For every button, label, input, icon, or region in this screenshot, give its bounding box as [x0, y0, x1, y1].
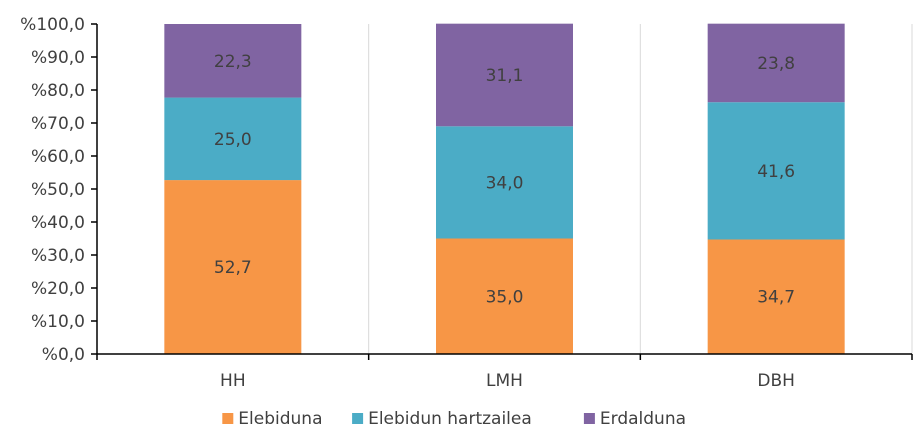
y-tick-label: %90,0: [31, 48, 85, 68]
legend-label: Elebiduna: [238, 409, 322, 429]
x-tick-label: HH: [220, 371, 246, 391]
y-tick-label: %70,0: [31, 114, 85, 134]
x-tick-label: LMH: [486, 371, 523, 391]
data-label: 25,0: [214, 130, 252, 150]
bar-segment-hh-1: [164, 180, 302, 354]
legend-swatch: [352, 413, 364, 424]
data-label: 34,0: [486, 173, 524, 193]
y-tick-label: %40,0: [31, 213, 85, 233]
bar-segment-hh-3: [164, 24, 302, 98]
bar-segment-lmh-1: [436, 238, 573, 354]
legend: Elebiduna Elebidun hartzailea Erdalduna: [222, 409, 686, 429]
data-label: 31,1: [486, 66, 524, 86]
bars: [164, 23, 845, 354]
y-tick-label: %20,0: [31, 279, 85, 299]
legend-swatch: [222, 413, 234, 424]
bar-segment-dbh-1: [707, 239, 845, 354]
legend-label: Elebidun hartzailea: [368, 409, 532, 429]
y-tick-label: %0,0: [42, 345, 85, 365]
y-tick-label: %10,0: [31, 312, 85, 332]
data-label: 35,0: [486, 287, 524, 307]
grid-lines: [368, 24, 913, 354]
bar-segment-hh-2: [164, 97, 302, 181]
bar-segment-dbh-3: [707, 23, 845, 103]
axes: %0,0 %10,0 %20,0 %30,0 %40,0 %50,0 %60,0 %70,0%…: [20, 15, 913, 391]
bar-segment-lmh-3: [436, 23, 573, 127]
data-labels: 52,7 25,0 22,3 35,0 34,0 31,1 34,7 41,6 23,8: [214, 52, 795, 308]
legend-label: Erdalduna: [600, 409, 686, 429]
y-tick-label: %60,0: [31, 147, 85, 167]
y-tick-label: %30,0: [31, 246, 85, 266]
data-label: 41,6: [757, 162, 795, 182]
bar-segment-lmh-2: [436, 126, 573, 239]
data-label: 23,8: [757, 54, 795, 74]
data-label: 52,7: [214, 258, 252, 278]
y-tick-label: %100,0: [20, 15, 85, 35]
bar-segment-dbh-2: [707, 102, 845, 240]
legend-swatch: [583, 413, 595, 424]
y-tick-label: %80,0: [31, 81, 85, 101]
data-label: 34,7: [757, 288, 795, 308]
x-tick-label: DBH: [757, 371, 795, 391]
y-tick-label: %50,0: [31, 180, 85, 200]
data-label: 22,3: [214, 52, 252, 72]
